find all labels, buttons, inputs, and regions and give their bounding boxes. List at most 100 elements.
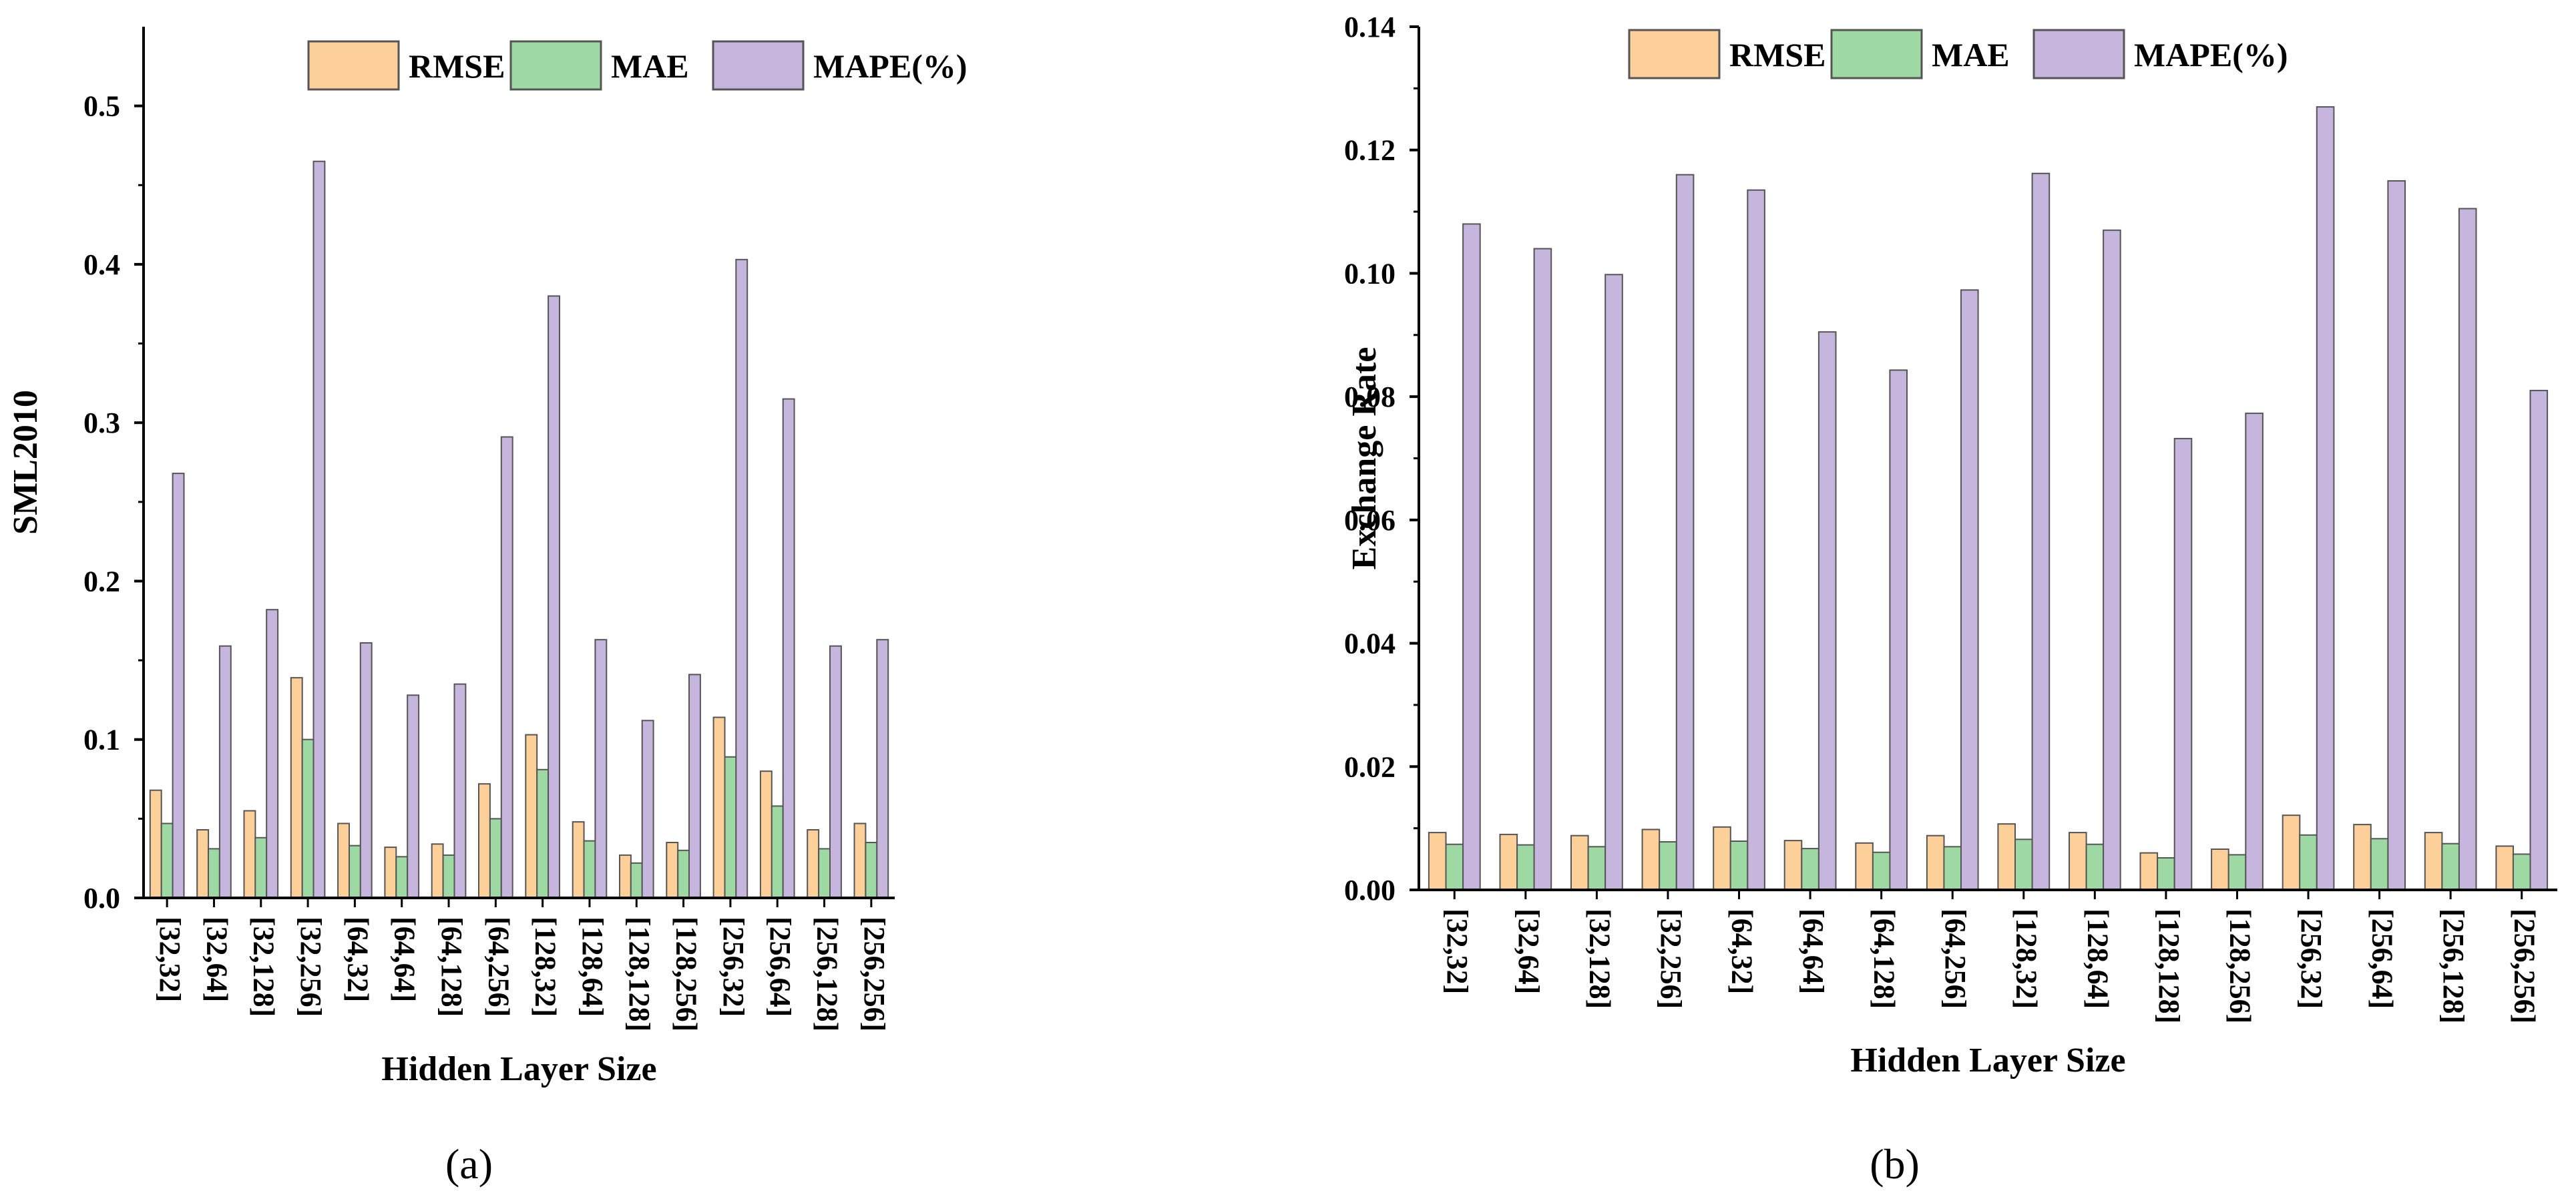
chart-panel-a: 0.0 0.1 0.2 0.3 0.4 0.5 [32,32] [32,64] [32,128]… bbox=[7, 27, 968, 1188]
bar-mae-4 bbox=[1729, 840, 1749, 891]
y-tick-label: 0.04 bbox=[1344, 628, 1396, 660]
legend-label-mape: MAPE(%) bbox=[813, 47, 968, 85]
x-axis-title: Hidden Layer Size bbox=[1850, 1041, 2125, 1079]
x-tick-label: [128,32] bbox=[529, 917, 562, 1017]
bar-mae-0 bbox=[160, 822, 174, 899]
bar-mape-2 bbox=[266, 609, 279, 899]
bar-rmse-5 bbox=[384, 847, 397, 899]
bar-mae-11 bbox=[2227, 854, 2247, 891]
bar-mape-5 bbox=[1817, 331, 1837, 891]
y-tick-label: 0.08 bbox=[1344, 381, 1396, 413]
bar-rmse-13 bbox=[2353, 824, 2372, 891]
y-tick-label: 0.10 bbox=[1344, 257, 1396, 290]
bar-mape-15 bbox=[876, 639, 889, 899]
y-tick-label: 0.5 bbox=[83, 90, 120, 123]
bar-rmse-4 bbox=[337, 822, 351, 899]
y-tick-label: 0.0 bbox=[83, 882, 120, 915]
legend-swatch-mae bbox=[1830, 29, 1923, 79]
y-axis-title: Exchange Rate bbox=[1345, 347, 1383, 570]
bar-mape-14 bbox=[2458, 208, 2477, 891]
x-tick-label: [256,64] bbox=[764, 917, 797, 1017]
x-tick-label: [128,256] bbox=[670, 917, 703, 1031]
bar-mape-0 bbox=[1462, 223, 1481, 891]
bar-rmse-11 bbox=[666, 842, 679, 899]
bar-rmse-8 bbox=[525, 734, 538, 899]
x-tick-label: [256,32] bbox=[2295, 909, 2328, 1009]
bar-rmse-3 bbox=[290, 677, 303, 899]
bar-mape-13 bbox=[782, 398, 795, 899]
legend-swatch-rmse bbox=[1628, 29, 1721, 79]
bar-mape-11 bbox=[688, 674, 701, 899]
bar-mape-14 bbox=[829, 645, 842, 899]
legend-label-mape: MAPE(%) bbox=[2134, 36, 2288, 73]
legend-label-rmse: RMSE bbox=[1729, 36, 1826, 73]
bar-mae-0 bbox=[1445, 843, 1464, 891]
bar-mae-7 bbox=[1943, 846, 1962, 891]
bar-rmse-15 bbox=[2495, 845, 2514, 891]
bar-mae-12 bbox=[724, 756, 737, 899]
bar-mae-15 bbox=[2512, 853, 2531, 891]
bar-mae-2 bbox=[1587, 846, 1606, 891]
bar-mae-9 bbox=[583, 840, 596, 899]
bar-mae-6 bbox=[1872, 851, 1891, 891]
bar-mape-0 bbox=[172, 473, 185, 899]
legend-swatch-mape bbox=[2032, 29, 2125, 79]
bar-mape-12 bbox=[735, 258, 748, 899]
x-tick-label: [32,32] bbox=[1441, 909, 1474, 994]
y-axis-title: SML2010 bbox=[7, 390, 45, 535]
legend: RMSE MAE MAPE(%) bbox=[307, 40, 968, 91]
x-tick-label: [32,128] bbox=[1583, 909, 1616, 1009]
x-tick-label: [128,32] bbox=[2010, 909, 2043, 1009]
x-tick-label: [32,64] bbox=[1512, 909, 1545, 994]
x-tick-label: [256,256] bbox=[2509, 909, 2541, 1023]
bar-mape-2 bbox=[1604, 274, 1623, 891]
bar-rmse-10 bbox=[619, 854, 632, 899]
bar-mape-4 bbox=[1747, 189, 1765, 891]
bar-rmse-0 bbox=[149, 789, 162, 899]
bar-mae-6 bbox=[442, 854, 455, 899]
legend-label-mae: MAE bbox=[1932, 36, 2010, 73]
bar-rmse-13 bbox=[759, 770, 773, 899]
bar-mape-8 bbox=[548, 295, 560, 899]
bar-rmse-6 bbox=[1855, 842, 1874, 891]
x-tick-label: [256,64] bbox=[2366, 909, 2399, 1009]
y-tick-label: 0.2 bbox=[83, 565, 120, 597]
bar-mape-7 bbox=[500, 436, 513, 899]
x-tick-label: [64,64] bbox=[1797, 909, 1830, 994]
bar-mae-10 bbox=[2157, 857, 2175, 891]
bar-mape-13 bbox=[2387, 180, 2406, 891]
bar-mae-2 bbox=[254, 836, 268, 899]
bar-rmse-14 bbox=[807, 829, 820, 899]
bar-rmse-2 bbox=[1570, 834, 1589, 891]
x-tick-label: [64,32] bbox=[341, 917, 374, 1002]
bar-rmse-9 bbox=[572, 821, 585, 899]
y-tick-label: 0.00 bbox=[1344, 874, 1396, 907]
legend-label-rmse: RMSE bbox=[409, 47, 505, 85]
chart-panel-b: 0.00 0.02 0.04 0.06 0.08 0.10 0.12 0.14 [32,32] [… bbox=[1344, 11, 2557, 1188]
bar-mape-9 bbox=[2103, 229, 2121, 891]
bar-rmse-7 bbox=[478, 783, 491, 899]
bar-mae-5 bbox=[395, 856, 409, 899]
bar-rmse-3 bbox=[1641, 828, 1661, 891]
y-tick-label: 0.4 bbox=[83, 248, 120, 281]
bar-mae-14 bbox=[2441, 843, 2460, 891]
bar-rmse-5 bbox=[1783, 840, 1803, 891]
bar-rmse-1 bbox=[1499, 833, 1518, 891]
bar-rmse-7 bbox=[1926, 834, 1945, 891]
bar-mae-13 bbox=[771, 805, 784, 899]
bar-mae-14 bbox=[818, 848, 831, 899]
bar-mae-9 bbox=[2085, 843, 2105, 891]
bar-mape-6 bbox=[453, 683, 467, 899]
bar-mape-5 bbox=[407, 694, 420, 899]
panel-label: (b) bbox=[1870, 1140, 1920, 1188]
bar-mae-13 bbox=[2370, 838, 2389, 891]
y-tick-label: 0.02 bbox=[1344, 750, 1396, 783]
bar-mae-10 bbox=[630, 862, 643, 899]
bar-mape-1 bbox=[1533, 248, 1552, 891]
bar-mae-1 bbox=[208, 848, 220, 899]
bar-rmse-10 bbox=[2139, 852, 2159, 891]
panel-label: (a) bbox=[445, 1140, 493, 1188]
bar-mape-10 bbox=[641, 720, 654, 899]
bar-mape-10 bbox=[2173, 437, 2193, 891]
